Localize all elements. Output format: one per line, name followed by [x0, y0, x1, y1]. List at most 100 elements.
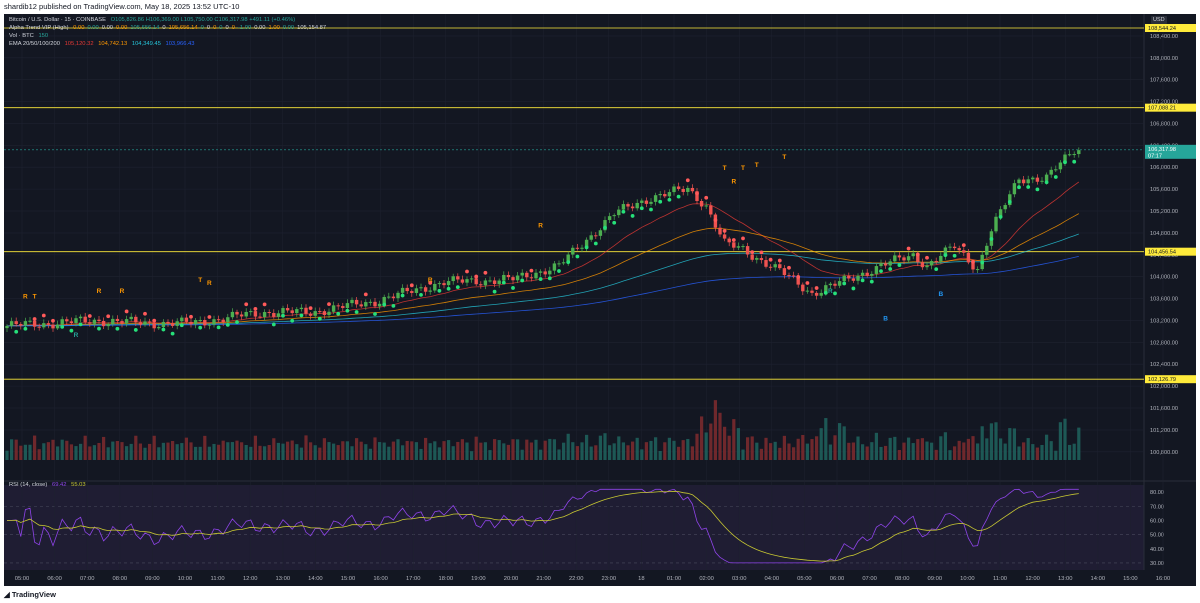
price-tick-label: 108,400.00 [1150, 34, 1178, 40]
signal-label: R [23, 294, 28, 301]
trend-dot [327, 302, 331, 306]
publisher-text: shardib12 published on TradingView.com, … [4, 2, 240, 11]
trend-dot [713, 218, 718, 222]
trend-dot [823, 290, 828, 295]
time-tick-label: 02:00 [699, 576, 714, 582]
trend-dot [796, 275, 801, 279]
candle-body [759, 258, 764, 261]
candle-body [617, 209, 621, 216]
time-tick-label: 10:00 [960, 576, 975, 582]
candle-body [607, 216, 612, 221]
candle-body [929, 261, 934, 266]
volume-bar [184, 437, 188, 460]
trend-dot [906, 246, 911, 251]
candle-body [584, 239, 589, 248]
candle-body [952, 246, 957, 249]
candle-body [83, 316, 87, 323]
candle-body [529, 277, 534, 279]
ema-20-value: 105,120.32 [64, 41, 94, 47]
candle-body [782, 268, 787, 276]
trend-dot [87, 314, 92, 318]
volume-bar [46, 442, 50, 460]
trend-dot [520, 278, 525, 283]
volume-bar [828, 444, 832, 460]
trend-dot [317, 316, 322, 321]
candle-body [897, 255, 902, 258]
currency-label[interactable]: USD [1151, 16, 1167, 24]
candle-body [1003, 205, 1007, 210]
volume-bar [350, 446, 354, 460]
tradingview-logo[interactable]: ◢ TradingView [4, 590, 56, 599]
candle-body [520, 272, 524, 276]
volume-bar [1077, 427, 1081, 460]
volume-bar [695, 433, 699, 460]
trend-dot [593, 241, 598, 246]
volume-bar [295, 444, 299, 460]
volume-bar [856, 436, 860, 460]
candle-body [699, 200, 704, 207]
candle-body [801, 284, 805, 292]
volume-bar [322, 438, 326, 460]
trend-dot [814, 286, 819, 290]
time-tick-label: 18:00 [439, 576, 454, 582]
price-tick-label: 102,800.00 [1150, 340, 1178, 346]
candle-body [883, 263, 888, 266]
alpha-trend-value: 0 [219, 25, 223, 31]
volume-bar [203, 435, 207, 460]
volume-bar [943, 432, 947, 460]
candle-body [736, 246, 741, 248]
candle-body [92, 319, 97, 324]
candle-body [630, 206, 635, 209]
price-chart-svg[interactable]: 108,400.00 108,000.00 107,600.00 107,200.00… [4, 14, 1196, 586]
candle-body [911, 253, 915, 257]
volume-bar [111, 441, 115, 460]
volume-bar [815, 436, 819, 460]
volume-bar [171, 441, 175, 460]
candle-body [281, 308, 285, 314]
price-tick-label: 106,800.00 [1150, 121, 1178, 127]
candle-body [239, 314, 244, 317]
volume-bar [396, 439, 400, 460]
candle-body [345, 303, 350, 308]
volume-bar [589, 446, 593, 460]
candle-body [207, 324, 212, 326]
price-tick-label: 102,000.00 [1150, 384, 1178, 390]
signal-label: R [97, 288, 102, 295]
ema-label: EMA 20/50/100/200 [9, 41, 60, 47]
level-price-label: 104,456.54 [1148, 250, 1176, 256]
candle-body [860, 272, 865, 276]
signal-label: T [755, 162, 759, 169]
volume-bar [198, 446, 202, 460]
volume-bar [1058, 422, 1062, 460]
chart-panel[interactable]: 108,400.00 108,000.00 107,600.00 107,200.00… [4, 14, 1196, 586]
level-price-tag [1145, 375, 1196, 384]
candle-body [534, 272, 538, 279]
candle-body [943, 247, 948, 256]
volume-bar [631, 441, 635, 460]
time-tick-label: 09:00 [928, 576, 943, 582]
signal-label: R [74, 332, 79, 339]
candle-body [874, 266, 879, 274]
trend-dot [566, 260, 571, 265]
volume-bar [488, 450, 492, 460]
volume-bar [805, 443, 809, 460]
time-tick-label: 13:00 [276, 576, 291, 582]
trend-dot [777, 258, 782, 263]
volume-bar [244, 444, 248, 460]
current-price-tag [1145, 144, 1196, 159]
level-price-label: 107,088.21 [1148, 106, 1176, 112]
candle-body [74, 318, 78, 324]
candle-body [391, 296, 396, 299]
trend-dot [262, 302, 267, 307]
candle-body [791, 275, 796, 277]
alpha-trend-value: 0.00 [73, 25, 85, 31]
candle-body [1077, 150, 1081, 155]
alpha-trend-value: 0 [213, 25, 217, 31]
volume-bar [157, 447, 161, 460]
candle-body [184, 317, 189, 322]
ema-200-line [7, 256, 1079, 327]
candle-body [750, 254, 754, 260]
candle-body [621, 204, 626, 210]
rsi-tick-label: 30.00 [1150, 561, 1164, 567]
candle-body [120, 321, 124, 324]
